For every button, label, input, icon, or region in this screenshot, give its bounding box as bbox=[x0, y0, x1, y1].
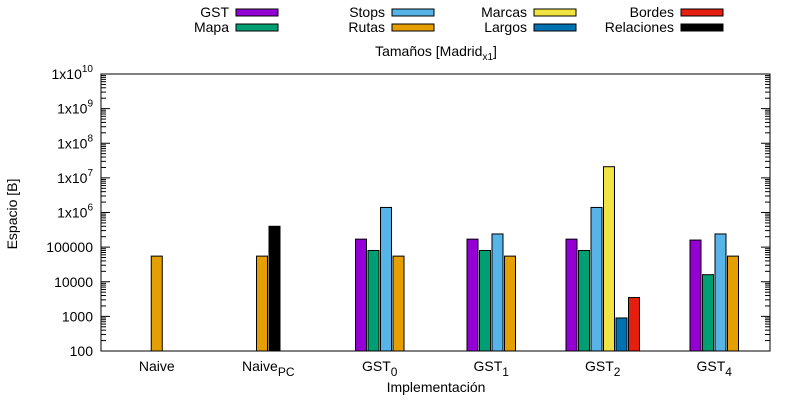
legend-label: Largos bbox=[484, 19, 527, 35]
x-tick-label: GST0 bbox=[362, 358, 398, 379]
y-tick-label: 100000 bbox=[46, 239, 93, 255]
legend-label: Relaciones bbox=[605, 19, 674, 35]
bar-largos-4 bbox=[615, 317, 628, 352]
legend-label: Stops bbox=[349, 4, 385, 20]
bar-rutas-3 bbox=[504, 255, 516, 352]
legend-swatch bbox=[391, 23, 435, 32]
plot-area bbox=[100, 73, 771, 352]
bar-gst-2 bbox=[355, 238, 367, 352]
x-tick-label: GST1 bbox=[474, 358, 510, 379]
legend-label: Mapa bbox=[194, 19, 229, 35]
legend-swatch bbox=[533, 23, 577, 32]
y-tick-label: 1x1010 bbox=[52, 64, 94, 82]
bar-bordes-4 bbox=[628, 297, 640, 352]
legend-label: GST bbox=[200, 4, 229, 20]
bar-marcas-4 bbox=[603, 166, 615, 352]
x-tick-label: Naive bbox=[139, 358, 175, 374]
y-axis-label: Espacio [B] bbox=[4, 179, 20, 250]
legend-swatch bbox=[680, 23, 724, 32]
bar-rutas-5 bbox=[727, 255, 739, 352]
legend-swatch bbox=[680, 8, 724, 17]
bar-gst-4 bbox=[565, 238, 578, 352]
bar-mapa-4 bbox=[578, 249, 590, 352]
bar-gst-3 bbox=[466, 238, 479, 352]
x-axis-ticks: Naive NaivePC GST0 GST1 GST2 GST4 bbox=[139, 358, 732, 379]
legend-label: Bordes bbox=[630, 4, 674, 20]
y-tick-label: 10000 bbox=[54, 274, 93, 290]
bar-stops-5 bbox=[714, 233, 727, 352]
bar-gst-5 bbox=[689, 239, 702, 352]
bar-stops-2 bbox=[380, 206, 392, 352]
legend-swatch bbox=[235, 8, 279, 17]
bar-stops-3 bbox=[491, 233, 504, 352]
legend-swatch bbox=[235, 23, 279, 32]
x-tick-label: GST4 bbox=[697, 358, 733, 379]
bar-stops-4 bbox=[590, 206, 603, 352]
legend-swatch bbox=[391, 8, 435, 17]
x-tick-label: NaivePC bbox=[242, 358, 295, 379]
y-tick-label: 1x108 bbox=[57, 133, 93, 151]
bar-relaciones-1 bbox=[268, 225, 281, 352]
legend-label: Rutas bbox=[348, 19, 385, 35]
bar-rutas-0 bbox=[150, 255, 163, 352]
bar-mapa-2 bbox=[367, 249, 380, 352]
y-tick-label: 100 bbox=[70, 343, 94, 359]
bars bbox=[150, 166, 739, 352]
chart-title: Tamaños [Madridx1] bbox=[375, 43, 497, 63]
y-axis-ticks: 100 1000 10000 100000 1x106 1x107 1x108 1x109 1x… bbox=[46, 64, 770, 359]
bar-mapa-3 bbox=[479, 249, 491, 352]
y-tick-label: 1x107 bbox=[57, 168, 93, 186]
bar-mapa-5 bbox=[702, 274, 714, 352]
y-tick-label: 1x106 bbox=[57, 203, 93, 221]
bar-rutas-2 bbox=[392, 255, 405, 352]
plot-frame bbox=[100, 73, 771, 352]
x-tick-label: GST2 bbox=[585, 358, 621, 379]
y-tick-label: 1000 bbox=[62, 308, 93, 324]
x-axis-label: Implementación bbox=[387, 379, 486, 395]
legend-swatch bbox=[533, 8, 577, 17]
legend-label: Marcas bbox=[481, 4, 527, 20]
y-tick-label: 1x109 bbox=[57, 99, 93, 117]
bar-rutas-1 bbox=[256, 255, 268, 352]
